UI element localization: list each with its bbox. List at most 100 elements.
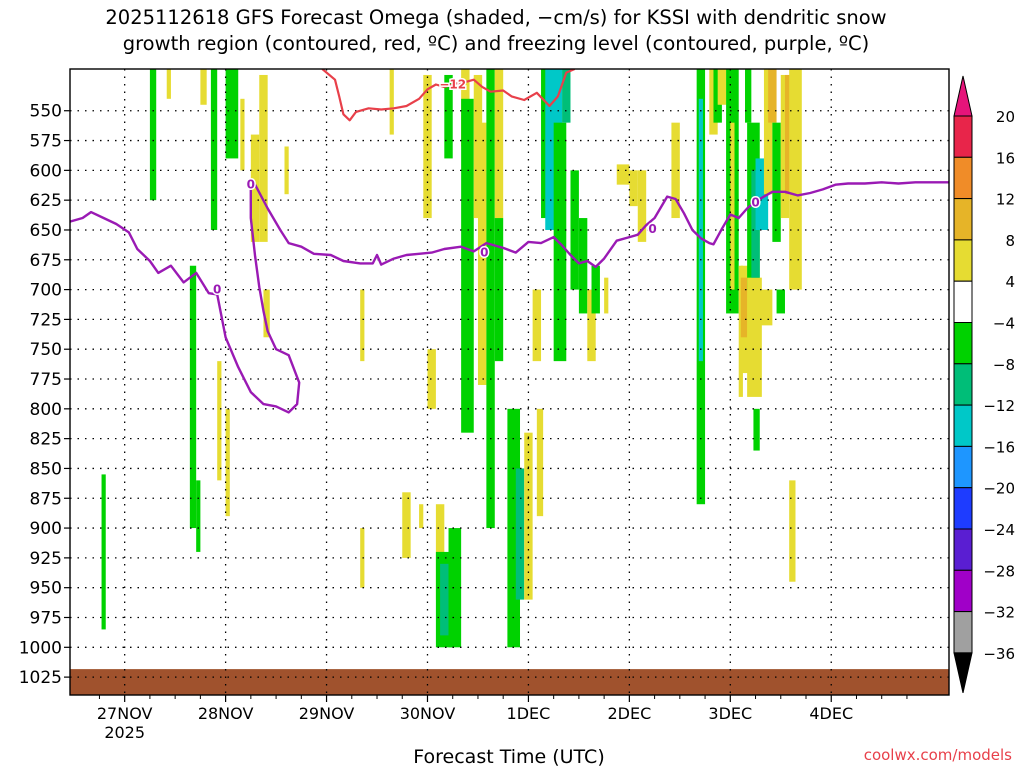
omega-cell (448, 528, 462, 648)
freezing-level-label: 0 (247, 178, 255, 192)
plot-frame (69, 68, 950, 696)
y-tick-label: 800 (30, 400, 62, 420)
freezing-level-label: 0 (480, 246, 488, 260)
colorbar-label: 20 (996, 108, 1015, 126)
colorbar-label: 12 (996, 191, 1015, 209)
omega-cell (562, 69, 571, 123)
omega-cell (440, 563, 449, 636)
omega-cell (524, 432, 533, 600)
colorbar-label: −36 (983, 645, 1015, 663)
omega-cell (768, 69, 777, 123)
omega-cell (196, 480, 201, 552)
y-tick-label: 700 (30, 281, 62, 301)
omega-cell (671, 122, 680, 219)
omega-cell (763, 69, 773, 195)
omega-cell (284, 146, 289, 195)
omega-cell (419, 504, 424, 529)
x-tick-sublabel: 2025 (104, 723, 145, 742)
omega-cell (149, 69, 157, 201)
colorbar-swatch (953, 115, 973, 158)
y-tick-label: 950 (30, 579, 62, 599)
colorbar-swatch (953, 404, 973, 447)
omega-cell (745, 69, 752, 123)
omega-cell (402, 492, 411, 558)
colorbar-bottom-arrow (953, 652, 973, 694)
y-tick-label: 825 (30, 430, 62, 450)
omega-cell (427, 349, 436, 409)
colorbar-top-arrow (953, 75, 973, 117)
omega-cell (175, 69, 182, 207)
y-tick-label: 850 (30, 459, 62, 479)
freezing-level-line (216, 181, 949, 414)
x-tick-label: 2DEC (607, 704, 651, 723)
freezing-level-line (70, 210, 218, 296)
y-tick-label: 1025 (19, 668, 62, 688)
freezing-level-label: 0 (751, 196, 759, 210)
omega-cell (570, 170, 579, 290)
y-tick-label: 575 (30, 132, 62, 152)
freezing-level-contour: 0 0 0 0 0 (70, 176, 949, 414)
omega-cell (477, 122, 487, 385)
colorbar-label: 4 (1005, 273, 1015, 291)
x-tick-label: 4DEC (809, 704, 853, 723)
omega-cell (360, 528, 365, 588)
x-tick-label: 27NOV (97, 704, 153, 723)
omega-cell (200, 69, 207, 105)
plot-area: −12 0 0 0 0 0 (69, 68, 950, 696)
omega-cell (263, 289, 270, 338)
colorbar-swatch (953, 280, 973, 324)
colorbar-swatch (953, 363, 973, 406)
omega-cell (250, 134, 260, 242)
omega-cell (759, 289, 773, 326)
y-tick-label: 875 (30, 489, 62, 509)
colorbar-swatch (953, 569, 973, 613)
omega-cell (740, 277, 748, 338)
colorbar-swatch (953, 487, 973, 530)
colorbar-label: −24 (983, 521, 1015, 539)
omega-cell (189, 265, 197, 529)
omega-cell (730, 122, 735, 290)
colorbar-swatch (953, 239, 973, 282)
chart-title-line-2: growth region (contoured, red, ºC) and f… (123, 32, 870, 55)
omega-cell (225, 408, 230, 517)
y-axis-pressure: 550 575 600 625 650 675 700 725 750 775 800 825 850 8… (19, 102, 70, 688)
omega-cell (616, 164, 630, 185)
omega-cell (587, 289, 596, 362)
omega-cell (486, 69, 495, 529)
freezing-level-label: 0 (213, 283, 221, 297)
omega-cell (532, 289, 542, 362)
omega-cell (604, 277, 609, 314)
chart-title-line-1: 2025112618 GFS Forecast Omega (shaded, −… (105, 6, 886, 29)
y-tick-label: 750 (30, 340, 62, 360)
x-tick-label: 1DEC (507, 704, 551, 723)
colorbar-label: −4 (993, 315, 1015, 333)
omega-cell (166, 69, 171, 99)
omega-cell (259, 74, 268, 242)
omega-cell (629, 170, 638, 207)
y-tick-label: 775 (30, 370, 62, 390)
y-tick-label: 1000 (19, 638, 62, 658)
colorbar-label: −12 (983, 397, 1015, 415)
omega-cell (753, 408, 760, 451)
omega-cell (772, 122, 781, 242)
y-tick-label: 550 (30, 102, 62, 122)
omega-cell (789, 69, 802, 290)
y-tick-label: 925 (30, 549, 62, 569)
colorbar-legend: 20 16 12 8 4 −4 −8 −12 −16 −20 −24 −28 −32 −36 (953, 75, 1015, 694)
omega-cell (360, 289, 365, 362)
colorbar-label: −28 (983, 562, 1015, 580)
omega-cell (217, 361, 222, 481)
colorbar-swatch (953, 156, 973, 200)
omega-cell (776, 289, 785, 314)
freezing-level-label: 0 (648, 222, 656, 236)
y-tick-label: 725 (30, 310, 62, 330)
colorbar-swatch (953, 322, 973, 365)
omega-cell (423, 74, 432, 219)
x-tick-label: 29NOV (299, 704, 355, 723)
omega-cell (210, 69, 218, 230)
y-tick-label: 675 (30, 251, 62, 271)
omega-cell (717, 69, 727, 105)
colorbar-label: 8 (1005, 232, 1015, 250)
